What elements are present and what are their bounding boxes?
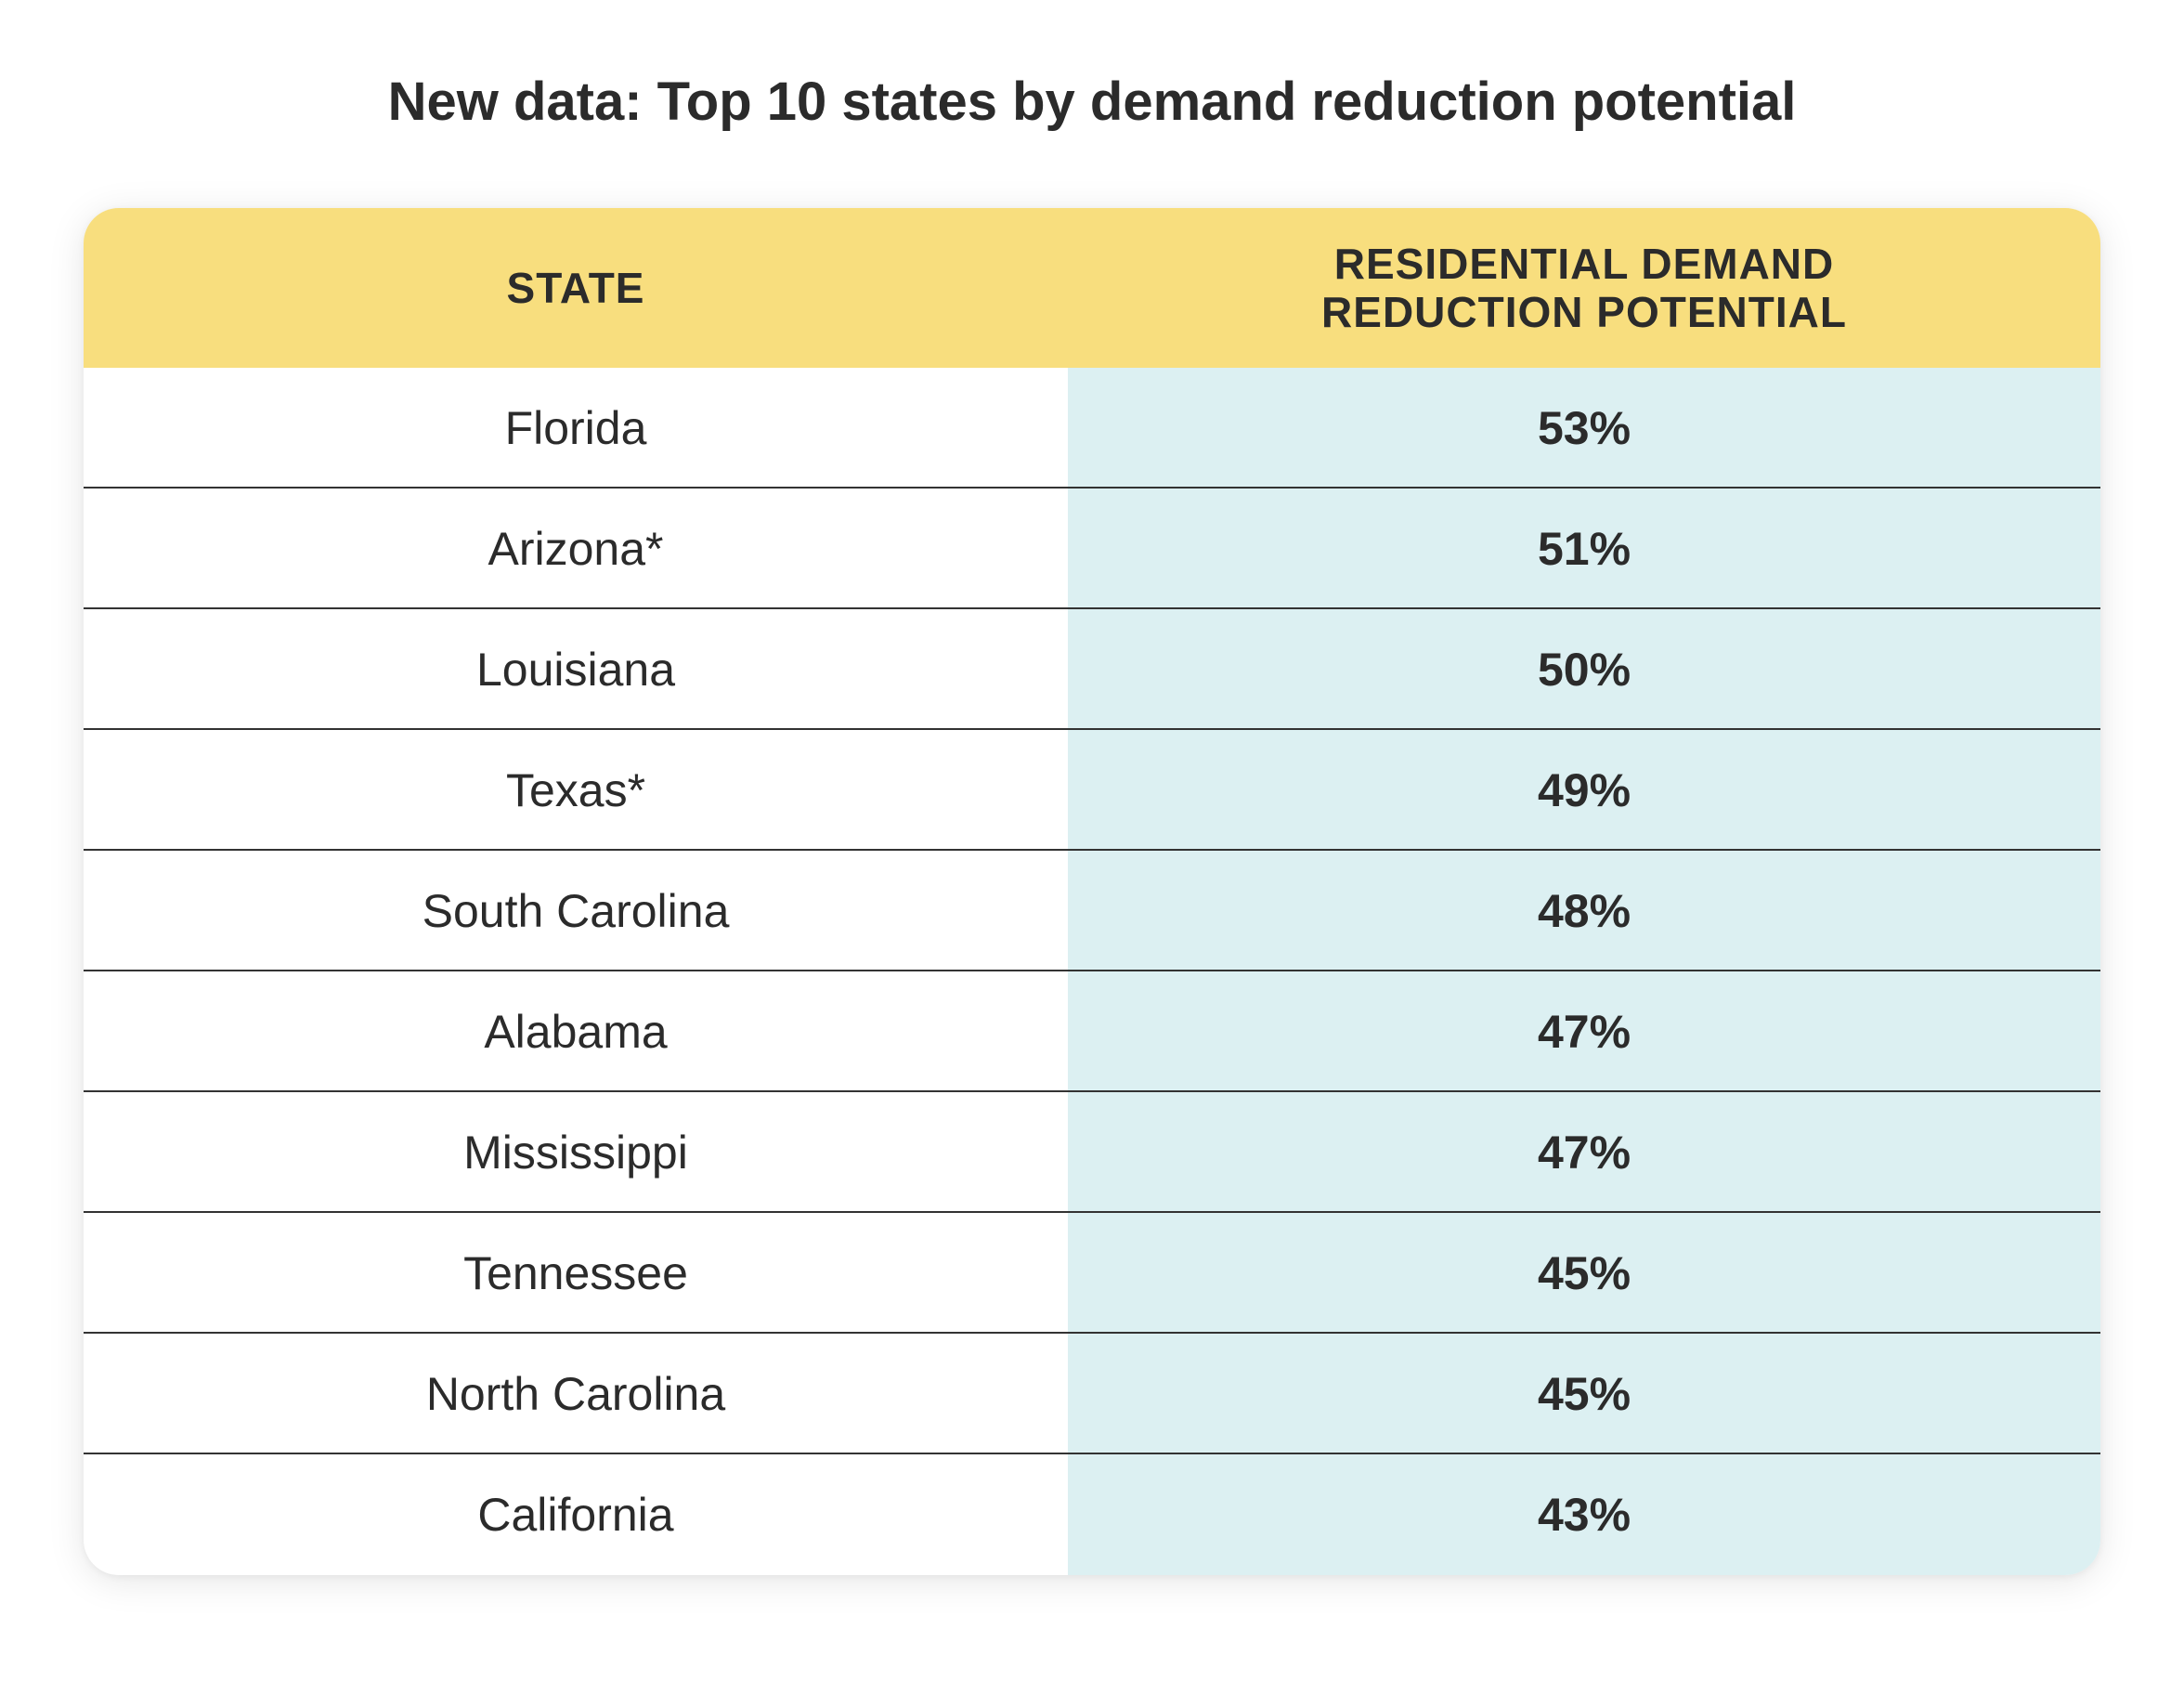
table-body: Florida 53% Arizona* 51% Louisiana 50% Texas* 4…	[84, 368, 2100, 1575]
cell-value: 53%	[1537, 402, 1632, 454]
cell-value: 43%	[1537, 1489, 1632, 1541]
cell-state: Mississippi	[463, 1127, 688, 1179]
table-row: North Carolina 45%	[84, 1334, 2100, 1454]
cell-state: Texas*	[505, 764, 646, 816]
cell-state: California	[477, 1489, 674, 1541]
column-header-value: RESIDENTIAL DEMAND REDUCTION POTENTIAL	[1068, 208, 2100, 368]
cell-value: 45%	[1537, 1247, 1632, 1299]
table-row: Arizona* 51%	[84, 489, 2100, 609]
table-header: STATE RESIDENTIAL DEMAND REDUCTION POTEN…	[84, 208, 2100, 368]
cell-state: Alabama	[484, 1006, 668, 1058]
cell-value: 48%	[1537, 885, 1632, 937]
column-header-state-label: STATE	[506, 264, 645, 312]
column-header-value-line-2: REDUCTION POTENTIAL	[1321, 288, 1847, 336]
cell-value: 49%	[1537, 764, 1632, 816]
cell-state: Florida	[504, 402, 647, 454]
table-row: Mississippi 47%	[84, 1092, 2100, 1213]
column-header-state: STATE	[84, 208, 1068, 368]
cell-state: Arizona*	[488, 523, 664, 575]
cell-state: Tennessee	[463, 1247, 688, 1299]
table-row: Louisiana 50%	[84, 609, 2100, 730]
cell-value: 45%	[1537, 1368, 1632, 1420]
cell-value: 47%	[1537, 1127, 1632, 1179]
column-header-value-line-1: RESIDENTIAL DEMAND	[1333, 240, 1835, 288]
table-row: South Carolina 48%	[84, 851, 2100, 971]
page-title: New data: Top 10 states by demand reduct…	[387, 72, 1797, 132]
table-row: Florida 53%	[84, 368, 2100, 489]
table-row: Alabama 47%	[84, 971, 2100, 1092]
value-column-background	[1068, 368, 2100, 1575]
cell-value: 47%	[1537, 1006, 1632, 1058]
cell-value: 51%	[1537, 523, 1632, 575]
cell-state: North Carolina	[425, 1368, 726, 1420]
table-row: Texas* 49%	[84, 730, 2100, 851]
cell-state: South Carolina	[422, 885, 730, 937]
table-row: Tennessee 45%	[84, 1213, 2100, 1334]
data-table: STATE RESIDENTIAL DEMAND REDUCTION POTEN…	[84, 208, 2100, 1575]
cell-value: 50%	[1537, 644, 1632, 696]
table-row: California 43%	[84, 1454, 2100, 1575]
cell-state: Louisiana	[475, 644, 676, 696]
